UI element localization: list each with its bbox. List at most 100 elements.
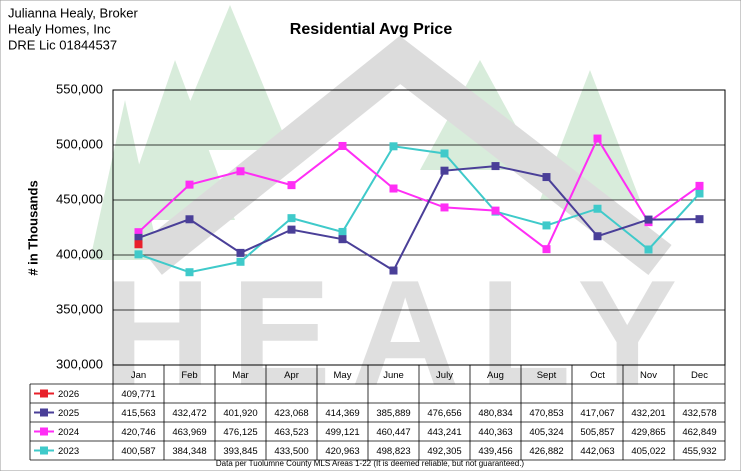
point-marker bbox=[440, 149, 449, 158]
table-value: 442,063 bbox=[580, 446, 614, 457]
table-value: 426,882 bbox=[529, 446, 563, 457]
point-marker bbox=[440, 166, 449, 175]
table-value: 439,456 bbox=[478, 446, 512, 457]
table-value: 432,578 bbox=[682, 408, 716, 419]
table-value: 433,500 bbox=[274, 446, 308, 457]
point-marker bbox=[185, 180, 194, 189]
table-value: 409,771 bbox=[121, 389, 155, 400]
table-value: 401,920 bbox=[223, 408, 257, 419]
series-line bbox=[138, 145, 701, 274]
point-marker bbox=[236, 257, 245, 266]
point-marker bbox=[644, 215, 653, 224]
y-tick-label: 550,000 bbox=[56, 81, 103, 96]
legend-label: 2026 bbox=[58, 389, 79, 400]
point-marker bbox=[185, 268, 194, 277]
point-marker bbox=[491, 206, 500, 215]
table-value: 417,067 bbox=[580, 408, 614, 419]
table-value: 499,121 bbox=[325, 427, 359, 438]
series-line bbox=[138, 165, 700, 272]
series-line bbox=[137, 136, 701, 251]
legend-label: 2023 bbox=[58, 446, 79, 457]
table-value: 414,369 bbox=[325, 408, 359, 419]
point-marker bbox=[542, 221, 551, 230]
table-value: 432,472 bbox=[172, 408, 206, 419]
point-marker bbox=[695, 181, 704, 190]
table-value: 429,865 bbox=[631, 427, 665, 438]
footnote: Data per Tuolumne County MLS Areas 1-22 … bbox=[216, 459, 525, 468]
point-marker bbox=[338, 235, 347, 244]
x-tick-label: Apr bbox=[284, 370, 299, 381]
table-value: 460,447 bbox=[376, 427, 410, 438]
y-tick-label: 300,000 bbox=[56, 356, 103, 371]
point-marker bbox=[134, 233, 143, 242]
x-tick-label: Dec bbox=[691, 370, 708, 381]
point-marker bbox=[491, 162, 500, 171]
x-tick-label: Mar bbox=[232, 370, 248, 381]
table-value: 463,969 bbox=[172, 427, 206, 438]
x-tick-label: Aug bbox=[487, 370, 504, 381]
point-marker bbox=[695, 215, 704, 224]
table-value: 455,932 bbox=[682, 446, 716, 457]
chart-title: Residential Avg Price bbox=[290, 21, 453, 38]
table-value: 443,241 bbox=[427, 427, 461, 438]
point-marker bbox=[593, 204, 602, 213]
table-value: 384,348 bbox=[172, 446, 206, 457]
point-marker bbox=[440, 203, 449, 212]
point-marker bbox=[134, 240, 143, 249]
legend-swatch-marker bbox=[40, 408, 48, 417]
point-marker bbox=[389, 142, 398, 151]
point-marker bbox=[695, 189, 704, 198]
legend-label: 2024 bbox=[58, 427, 79, 438]
table-value: 476,656 bbox=[427, 408, 461, 419]
table-value: 476,125 bbox=[223, 427, 257, 438]
table-value: 432,201 bbox=[631, 408, 665, 419]
table-value: 423,068 bbox=[274, 408, 308, 419]
point-marker bbox=[542, 245, 551, 254]
point-marker bbox=[236, 248, 245, 257]
point-marker bbox=[389, 266, 398, 275]
table-value: 470,853 bbox=[529, 408, 563, 419]
table-value: 480,834 bbox=[478, 408, 512, 419]
point-marker bbox=[542, 173, 551, 182]
y-tick-label: 450,000 bbox=[56, 191, 103, 206]
x-tick-label: May bbox=[334, 370, 352, 381]
x-tick-label: Feb bbox=[181, 370, 197, 381]
x-tick-label: Oct bbox=[590, 370, 605, 381]
watermark-text: HEALY bbox=[103, 249, 698, 417]
table-value: 385,889 bbox=[376, 408, 410, 419]
point-marker bbox=[389, 184, 398, 193]
point-marker bbox=[287, 214, 296, 223]
y-tick-label: 350,000 bbox=[56, 301, 103, 316]
table-value: 440,363 bbox=[478, 427, 512, 438]
table-value: 393,845 bbox=[223, 446, 257, 457]
legend-swatch-marker bbox=[40, 389, 48, 398]
point-marker bbox=[185, 215, 194, 224]
table-value: 492,305 bbox=[427, 446, 461, 457]
point-marker bbox=[134, 250, 143, 259]
point-marker bbox=[593, 232, 602, 241]
table-value: 420,746 bbox=[121, 427, 155, 438]
header-line: Julianna Healy, Broker bbox=[8, 5, 138, 20]
point-marker bbox=[338, 227, 347, 236]
header-line: DRE Lic 01844537 bbox=[8, 37, 117, 52]
table-value: 405,022 bbox=[631, 446, 665, 457]
legend-swatch-marker bbox=[40, 446, 48, 455]
legend-swatch-marker bbox=[40, 427, 48, 436]
point-marker bbox=[338, 141, 347, 150]
point-marker bbox=[134, 228, 143, 237]
legend-label: 2025 bbox=[58, 408, 79, 419]
point-marker bbox=[236, 167, 245, 176]
table-value: 400,587 bbox=[121, 446, 155, 457]
table-value: 462,849 bbox=[682, 427, 716, 438]
y-axis-label: # in Thousands bbox=[25, 180, 40, 275]
table-value: 405,324 bbox=[529, 427, 563, 438]
x-tick-label: June bbox=[383, 370, 404, 381]
point-marker bbox=[287, 181, 296, 190]
point-marker bbox=[287, 225, 296, 234]
table-value: 415,563 bbox=[121, 408, 155, 419]
x-tick-label: July bbox=[436, 370, 453, 381]
point-marker bbox=[644, 245, 653, 254]
y-tick-label: 500,000 bbox=[56, 136, 103, 151]
